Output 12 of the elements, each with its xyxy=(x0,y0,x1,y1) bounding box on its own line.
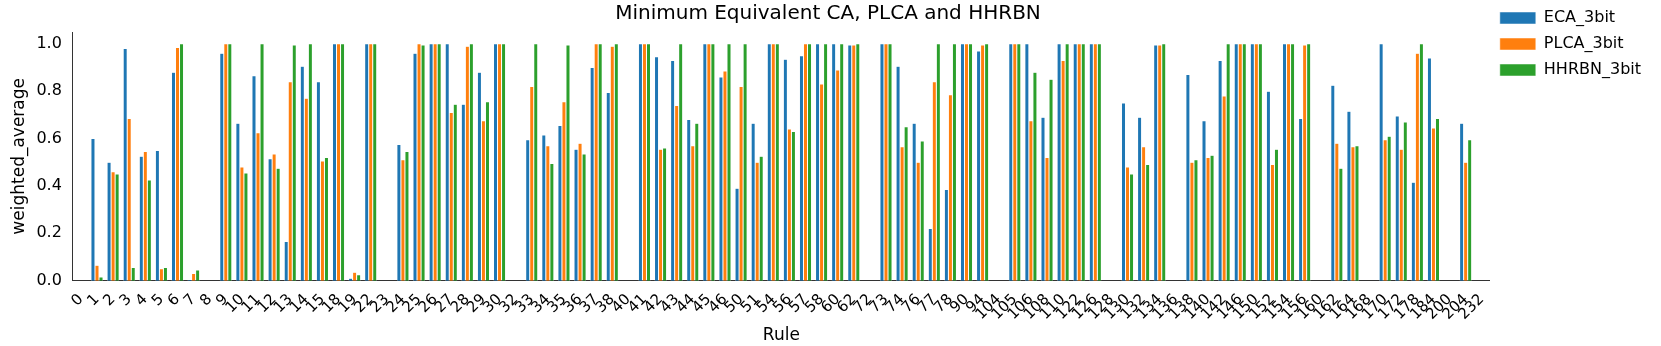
y-tick-label: 0.8 xyxy=(36,80,62,100)
y-axis-title: weighted_average xyxy=(7,77,29,235)
y-tick-label: 1.0 xyxy=(36,33,62,52)
x-axis-title: Rule xyxy=(762,324,800,345)
y-tick-label: 0.2 xyxy=(36,222,62,242)
legend-label: HHRBN_3bit xyxy=(1543,59,1642,80)
legend-label: PLCA_3bit xyxy=(1543,33,1624,54)
y-tick-label: 0.6 xyxy=(36,127,62,147)
chart-title: Minimum Equivalent CA, PLCA and HHRBN xyxy=(615,0,1041,25)
y-tick-label: 0.4 xyxy=(36,175,62,195)
y-tick-label: 0.0 xyxy=(36,269,62,289)
legend-label: ECA_3bit xyxy=(1543,7,1616,28)
